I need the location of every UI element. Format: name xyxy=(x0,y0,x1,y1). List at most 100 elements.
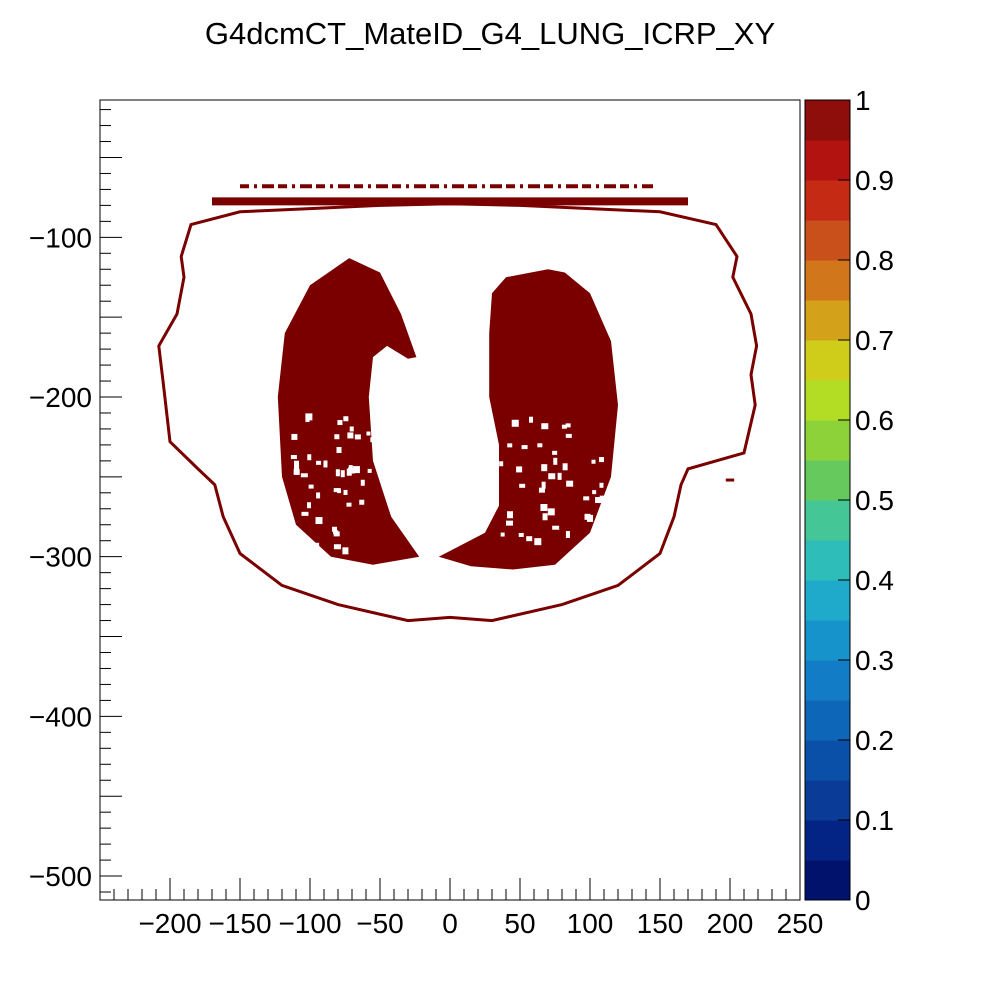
speckle xyxy=(334,434,340,440)
speckle xyxy=(352,466,360,474)
color-band xyxy=(805,460,850,501)
color-band xyxy=(805,580,850,621)
speckle xyxy=(583,496,590,501)
speckle xyxy=(599,495,605,501)
speckle xyxy=(599,482,604,488)
speckle xyxy=(516,466,523,473)
speckle xyxy=(343,489,348,495)
color-band xyxy=(805,500,850,541)
y-tick-label: −200 xyxy=(29,382,92,413)
speckle xyxy=(519,483,526,488)
speckle xyxy=(548,473,556,480)
speckle xyxy=(542,513,548,521)
colorbar-tick-label: 0.3 xyxy=(855,645,894,676)
speckle xyxy=(340,470,345,478)
speckle xyxy=(342,547,349,555)
speckle xyxy=(541,481,546,489)
color-band xyxy=(805,100,850,141)
colorbar-tick-label: 0.4 xyxy=(855,565,894,596)
y-tick-label: −300 xyxy=(29,542,92,573)
speckle xyxy=(290,455,297,460)
speckle xyxy=(305,413,313,421)
x-tick-label: −100 xyxy=(278,908,341,939)
speckle xyxy=(499,461,504,467)
speckle xyxy=(526,536,533,542)
color-band xyxy=(805,300,850,341)
speckle xyxy=(541,464,548,472)
speckle xyxy=(293,468,300,475)
colorbar-tick-label: 0.7 xyxy=(855,325,894,356)
speckle xyxy=(591,541,597,549)
speckle xyxy=(534,538,542,546)
speckle xyxy=(367,468,372,473)
speckle xyxy=(493,446,498,452)
speckle xyxy=(366,431,371,436)
speckle xyxy=(316,460,322,465)
x-tick-label: 0 xyxy=(442,908,458,939)
speckle xyxy=(301,511,309,516)
color-band xyxy=(805,380,850,421)
speckle xyxy=(343,416,349,422)
color-band xyxy=(805,540,850,581)
speckle xyxy=(547,508,555,516)
left-lung-region xyxy=(277,258,420,565)
speckle xyxy=(587,514,594,522)
speckle xyxy=(291,433,298,440)
colorbar-tick-label: 0.1 xyxy=(855,805,894,836)
speckle xyxy=(552,525,560,530)
color-band xyxy=(805,340,850,381)
speckle xyxy=(598,457,604,463)
speckle xyxy=(595,529,602,536)
speckle xyxy=(348,465,353,470)
color-band xyxy=(805,860,850,901)
speckle xyxy=(518,532,524,537)
color-band xyxy=(805,700,850,741)
speckle xyxy=(492,479,498,484)
speckle xyxy=(315,517,323,525)
speckle xyxy=(562,463,568,471)
body-outline xyxy=(157,202,759,623)
x-tick-label: 50 xyxy=(504,908,535,939)
x-axis: −200 −150 −100 −50 0 50 100 150 200 250 xyxy=(99,878,823,939)
y-tick-label: −100 xyxy=(29,222,92,253)
speckle xyxy=(308,484,314,489)
speckle xyxy=(557,472,562,480)
speckle xyxy=(529,416,534,423)
x-tick-label: 100 xyxy=(567,908,614,939)
speckle xyxy=(332,526,338,532)
speckle xyxy=(507,511,514,519)
y-tick-label: −400 xyxy=(29,701,92,732)
speckle xyxy=(346,502,352,507)
colorbar-tick-label: 0.9 xyxy=(855,165,894,196)
speckle xyxy=(521,445,528,450)
speckle xyxy=(506,520,514,526)
speckle xyxy=(541,423,549,430)
y-tick-label: −500 xyxy=(29,861,92,892)
speckle xyxy=(315,542,320,548)
x-tick-label: −150 xyxy=(208,908,271,939)
speckle xyxy=(552,450,558,455)
speckle xyxy=(565,423,571,428)
x-tick-label: 200 xyxy=(707,908,754,939)
speckle xyxy=(333,530,339,535)
speckle xyxy=(354,434,361,440)
speckle xyxy=(561,424,567,429)
speckle xyxy=(333,488,341,493)
y-axis: −100 −200 −300 −400 −500 xyxy=(29,109,122,893)
speckle xyxy=(337,420,343,426)
right-lung-region xyxy=(438,269,618,570)
speckle xyxy=(323,460,328,468)
speckle xyxy=(333,544,341,550)
color-band xyxy=(805,140,850,181)
speckle xyxy=(553,457,558,465)
speckle xyxy=(500,532,505,537)
speckle xyxy=(316,492,321,499)
colorbar-tick-label: 0.2 xyxy=(855,725,894,756)
color-band xyxy=(805,780,850,821)
color-band xyxy=(805,820,850,861)
color-band xyxy=(805,420,850,461)
speckle xyxy=(511,419,519,427)
speckle xyxy=(592,490,597,495)
speckle xyxy=(507,443,513,448)
